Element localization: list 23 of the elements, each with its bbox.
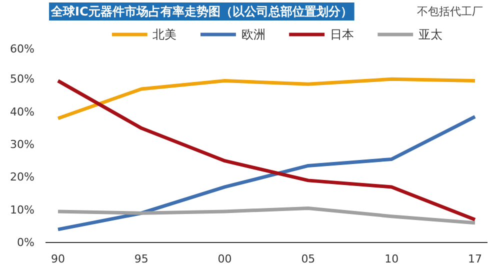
x-tick-label: 90 <box>51 252 66 265</box>
y-tick-label: 60% <box>10 42 35 56</box>
x-tick-label: 10 <box>384 252 399 265</box>
line-series <box>56 114 477 232</box>
legend-label: 欧洲 <box>241 28 266 42</box>
legend-label: 亚太 <box>418 28 442 42</box>
line-series <box>56 77 477 120</box>
y-tick-label: 50% <box>10 72 35 86</box>
line-series <box>56 206 477 225</box>
y-tick-label: 40% <box>10 105 35 118</box>
x-tick-label: 00 <box>218 252 232 265</box>
text: 不包括代工厂 <box>417 5 484 18</box>
y-tick-label: 10% <box>10 203 35 216</box>
line-series <box>56 79 477 222</box>
x-tick-label: 17 <box>468 252 482 265</box>
x-tick-label: 05 <box>301 252 316 265</box>
chart-title: 全球IC元器件市场占有率走势图（以公司总部位置划分） <box>50 4 352 18</box>
x-tick-label: 95 <box>134 252 148 265</box>
legend-label: 北美 <box>152 28 177 42</box>
y-tick-label: 30% <box>10 138 35 151</box>
y-tick-label: 20% <box>10 170 35 184</box>
legend-label: 日本 <box>330 28 354 42</box>
y-tick-label: 0% <box>17 236 34 249</box>
